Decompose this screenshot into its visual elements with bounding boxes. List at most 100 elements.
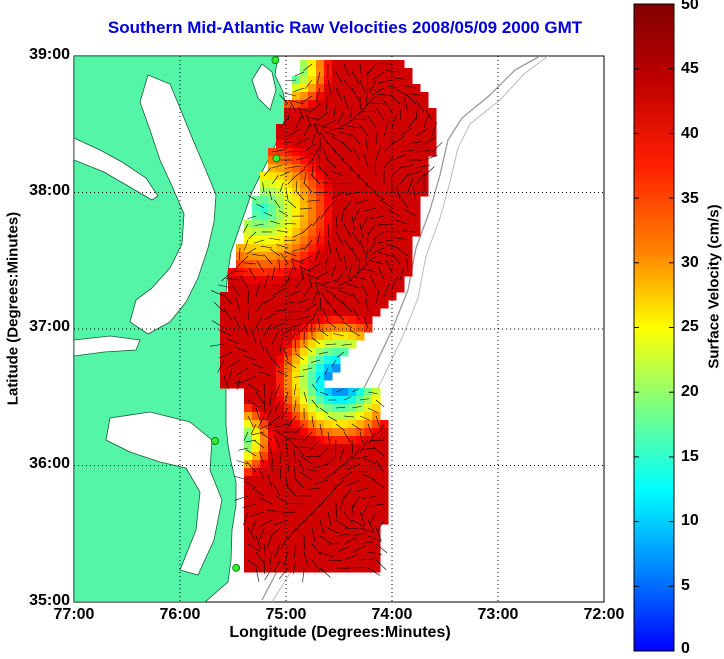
velocity-cell — [340, 516, 349, 525]
velocity-vector — [340, 158, 353, 169]
velocity-cell — [340, 308, 349, 317]
velocity-cell — [372, 100, 381, 109]
velocity-vector — [298, 108, 313, 113]
velocity-cell — [404, 220, 413, 229]
velocity-vector — [365, 247, 369, 262]
velocity-cell — [356, 316, 365, 325]
velocity-vector — [327, 527, 341, 535]
velocity-cell — [292, 524, 301, 533]
velocity-vector — [269, 237, 281, 241]
velocity-cell — [300, 180, 309, 189]
velocity-vector — [343, 79, 353, 92]
velocity-vector — [415, 173, 426, 185]
velocity-cell — [268, 252, 277, 261]
velocity-cell — [316, 324, 325, 333]
velocity-cell — [292, 452, 301, 461]
colorbar-tick-label: 0 — [681, 640, 690, 657]
velocity-cell — [300, 148, 309, 157]
velocity-vector — [297, 459, 305, 473]
velocity-cell — [372, 444, 381, 453]
velocity-cell — [380, 164, 389, 173]
velocity-cell — [348, 148, 357, 157]
velocity-cell — [284, 300, 293, 309]
velocity-vector — [271, 288, 285, 297]
velocity-vector — [288, 99, 297, 113]
velocity-vector — [243, 262, 257, 265]
velocity-cell — [292, 356, 301, 365]
velocity-vector — [292, 559, 297, 574]
velocity-cell — [260, 420, 269, 429]
velocity-cell — [412, 92, 421, 101]
velocity-vector — [303, 171, 307, 185]
velocity-cell — [372, 300, 381, 309]
velocity-vector — [316, 87, 321, 101]
velocity-vector — [295, 137, 309, 145]
velocity-cell — [308, 476, 317, 485]
velocity-vector — [255, 315, 263, 329]
velocity-cell — [396, 180, 405, 189]
velocity-vector — [287, 175, 296, 185]
velocity-vector — [353, 207, 361, 221]
velocity-vector — [335, 519, 348, 528]
velocity-cell — [260, 204, 269, 213]
velocity-cell — [364, 540, 373, 549]
velocity-vector — [303, 303, 316, 313]
velocity-cell — [380, 180, 389, 189]
velocity-cell — [276, 172, 285, 181]
velocity-cell — [372, 196, 381, 205]
velocity-vector — [315, 282, 321, 297]
velocity-cell — [364, 436, 373, 445]
velocity-vector — [294, 339, 297, 353]
velocity-vector — [295, 276, 305, 289]
velocity-cell — [268, 516, 277, 525]
velocity-cell — [340, 180, 349, 189]
velocity-cell — [348, 196, 357, 205]
velocity-cell — [332, 284, 341, 293]
velocity-cell — [380, 268, 389, 277]
velocity-cell — [236, 292, 245, 301]
velocity-cell — [316, 396, 325, 405]
velocity-cell — [316, 260, 325, 269]
velocity-vector — [431, 142, 443, 153]
velocity-cell — [316, 196, 325, 205]
velocity-cell — [244, 500, 253, 509]
velocity-cell — [300, 92, 309, 101]
velocity-cell — [300, 100, 309, 109]
velocity-cell — [404, 100, 413, 109]
velocity-cell — [332, 252, 341, 261]
velocity-cell — [348, 460, 357, 469]
velocity-cell — [276, 348, 285, 357]
velocity-cell — [316, 428, 325, 437]
velocity-cell — [300, 452, 309, 461]
velocity-cell — [308, 140, 317, 149]
velocity-vector — [263, 543, 266, 559]
velocity-vector — [213, 301, 225, 313]
velocity-cell — [244, 444, 253, 453]
velocity-cell — [308, 76, 317, 85]
velocity-vector — [350, 103, 353, 119]
velocity-cell — [340, 324, 349, 333]
velocity-cell — [316, 500, 325, 509]
velocity-cell — [268, 404, 277, 413]
velocity-vector — [331, 263, 337, 278]
velocity-cell — [300, 212, 309, 221]
velocity-vector — [271, 149, 285, 153]
velocity-vector — [302, 367, 313, 371]
velocity-cell — [276, 220, 285, 229]
velocity-cell — [260, 332, 269, 341]
velocity-vector — [364, 183, 377, 193]
velocity-vector — [285, 189, 289, 201]
velocity-cell — [284, 548, 293, 557]
velocity-cell — [412, 228, 421, 237]
velocity-vector — [333, 150, 345, 161]
velocity-cell — [284, 508, 293, 517]
velocity-cell — [292, 340, 301, 349]
velocity-cell — [252, 260, 261, 269]
velocity-cell — [252, 436, 261, 445]
velocity-vector — [326, 487, 337, 499]
velocity-vector — [263, 295, 276, 305]
velocity-vector — [246, 247, 257, 255]
velocity-cell — [364, 148, 373, 157]
velocity-cell — [412, 220, 421, 229]
velocity-vector — [306, 116, 321, 121]
